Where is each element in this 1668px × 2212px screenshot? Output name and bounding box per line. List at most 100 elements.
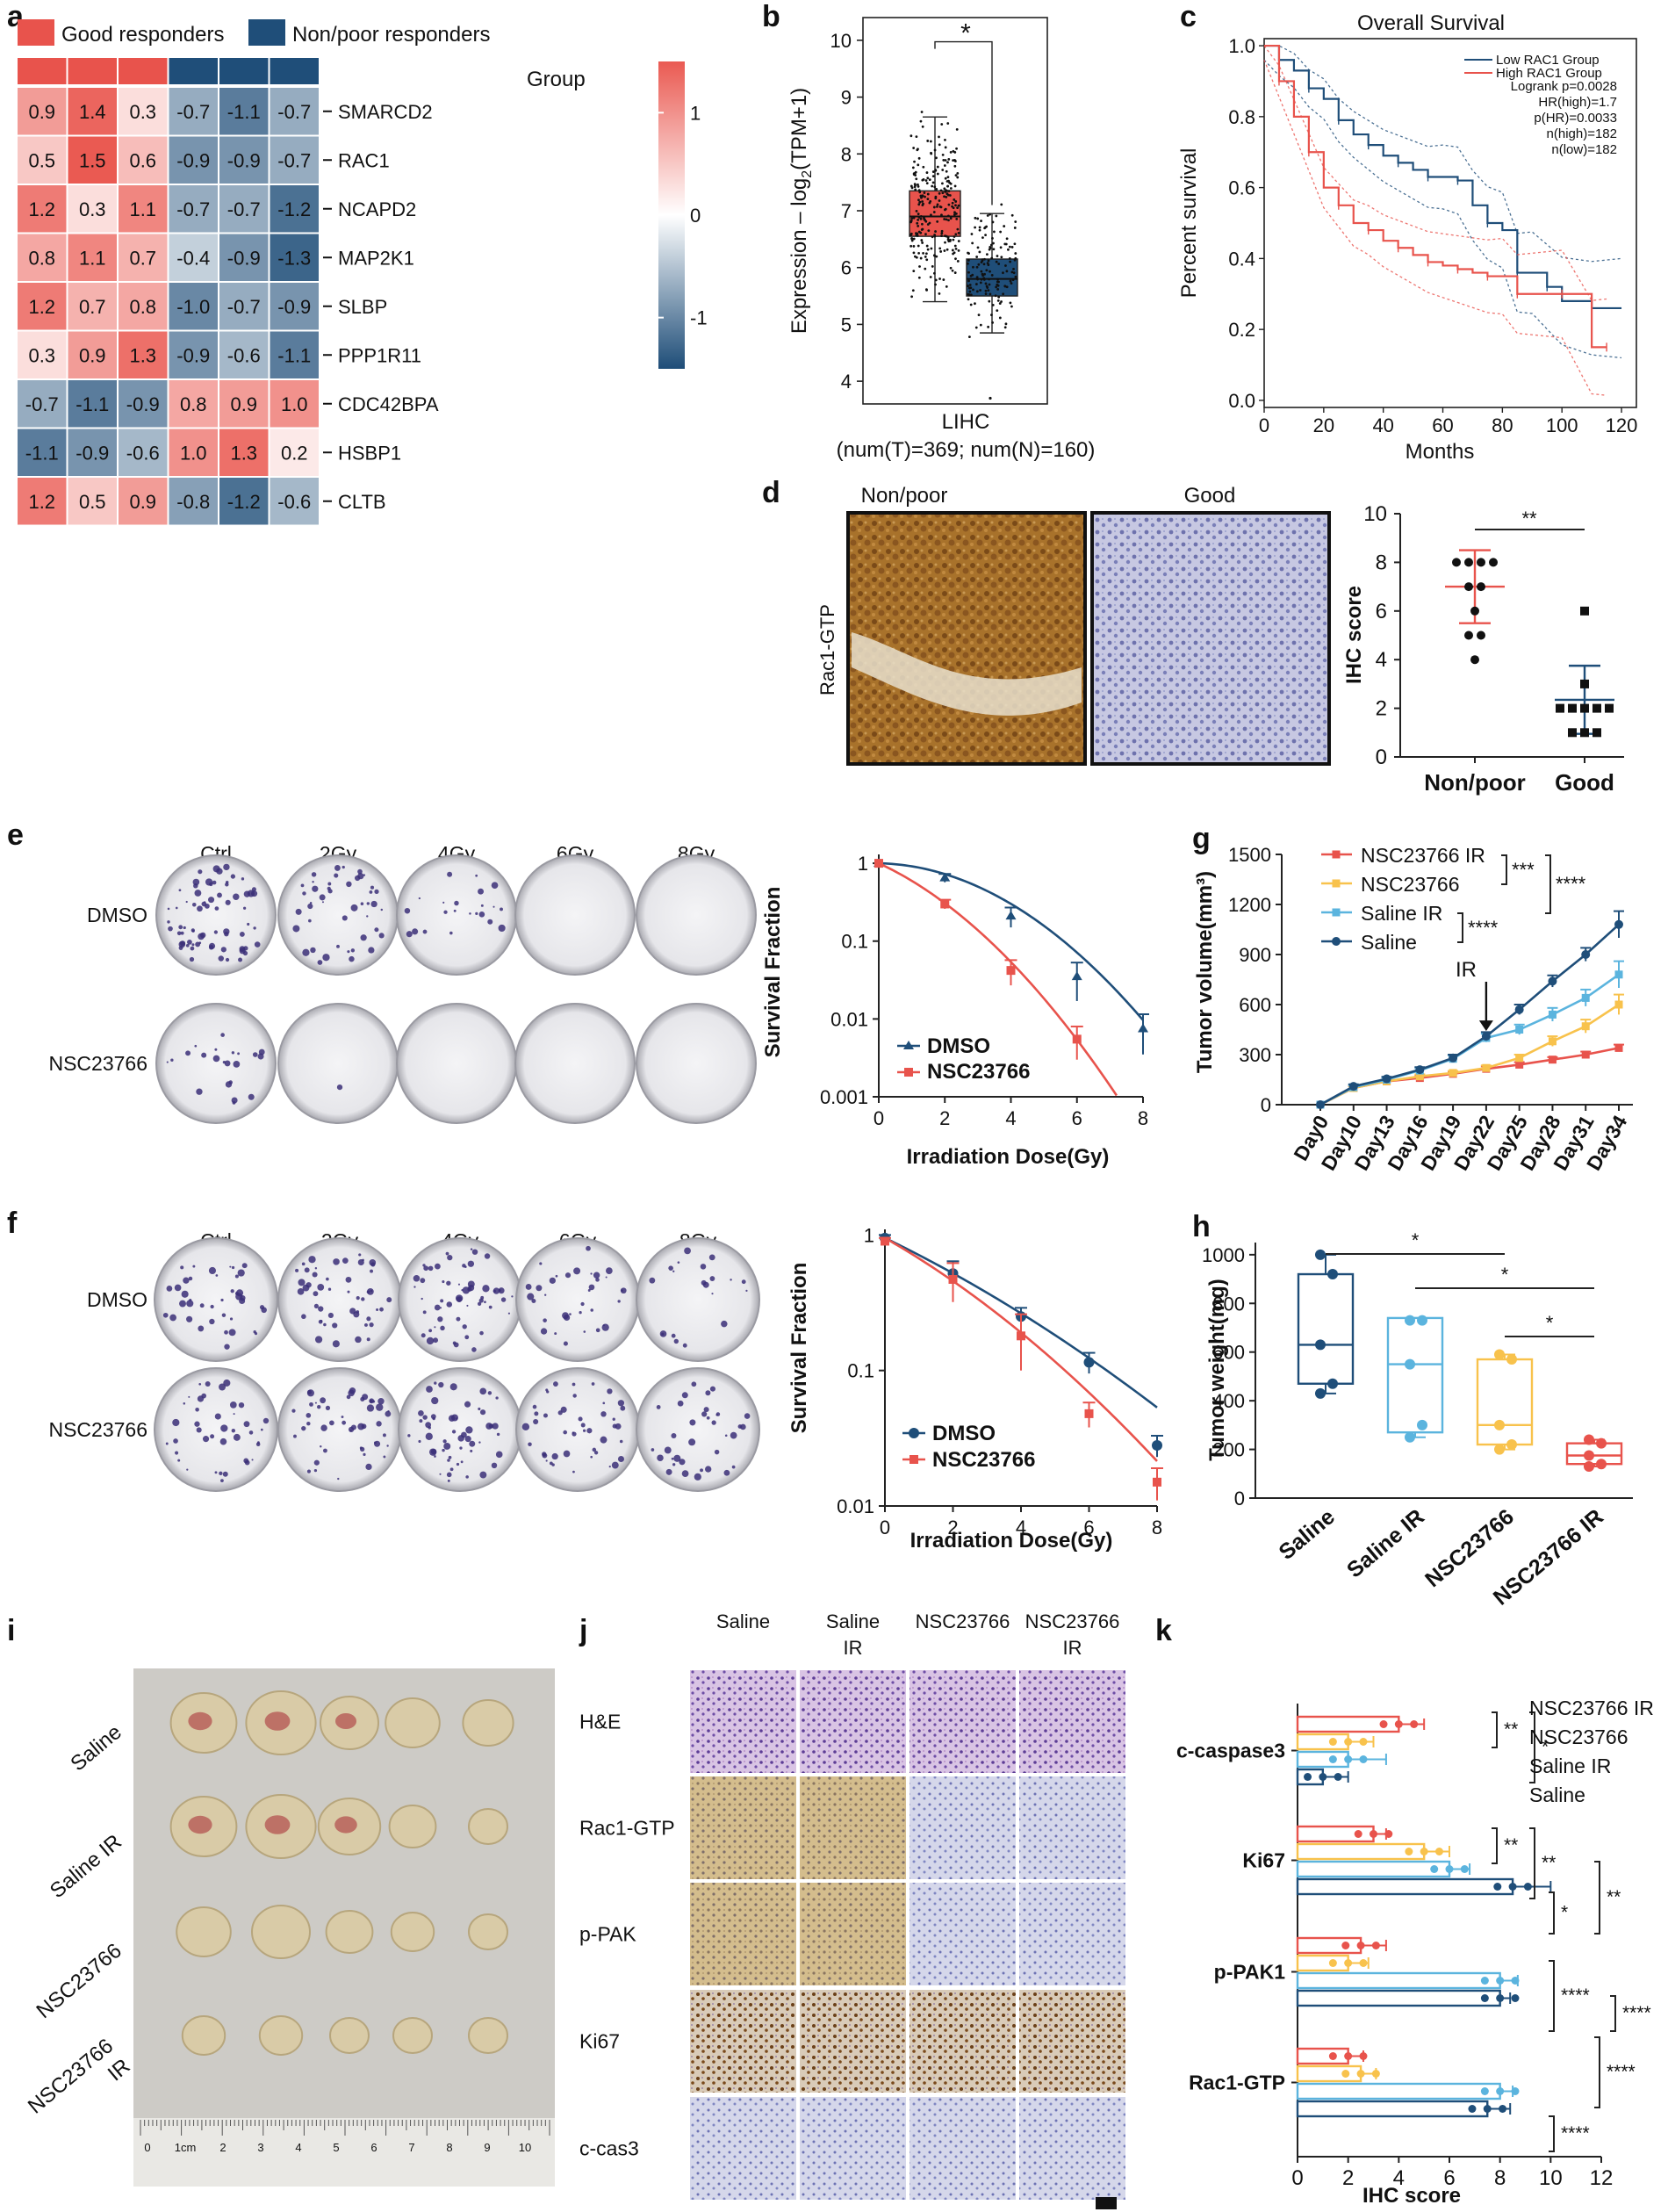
- stat-nhigh: n(high)=182: [1547, 126, 1617, 141]
- jitter-point: [995, 285, 998, 289]
- jitter-point: [912, 216, 916, 220]
- jitter-point: [967, 262, 969, 265]
- y-tick-label: 10: [1363, 502, 1387, 526]
- colony: [453, 909, 457, 912]
- colony: [329, 1420, 334, 1426]
- jitter-point: [922, 165, 925, 169]
- ihc-tile: [1019, 1990, 1125, 2093]
- jitter-point: [946, 161, 949, 164]
- colony: [442, 1448, 445, 1452]
- data-point: [1304, 1773, 1312, 1781]
- colony: [657, 1454, 664, 1461]
- significance-label: *: [1546, 1312, 1554, 1334]
- y-tick-label: 800: [1212, 1293, 1245, 1315]
- ihc-bar-chart: 0 2 4 6 8 10 12c-caspase3Ki67p-PAK1Rac1-GTP***…: [1176, 1704, 1651, 2190]
- colony: [175, 906, 178, 910]
- jitter-point: [917, 183, 919, 186]
- x-tick-label: 2: [939, 1107, 950, 1129]
- y-tick-label: 6: [1376, 600, 1387, 623]
- colony: [714, 1449, 720, 1455]
- jitter-point: [931, 175, 935, 178]
- x-tick-label: 120: [1606, 414, 1638, 436]
- colony: [649, 1277, 656, 1284]
- colony: [595, 1278, 600, 1282]
- heatmap-cell: [68, 185, 117, 233]
- colony: [700, 1468, 703, 1473]
- colony: [379, 1307, 384, 1312]
- heatmap-cell: [270, 429, 319, 476]
- data-point: [1415, 1065, 1425, 1075]
- colony: [210, 1304, 214, 1309]
- data-point: [1153, 1477, 1161, 1487]
- jitter-point: [917, 163, 920, 167]
- jitter-point: [926, 140, 930, 142]
- colony: [193, 883, 198, 889]
- jitter-point: [935, 188, 938, 191]
- colony: [317, 1284, 325, 1291]
- jitter-point: [978, 228, 981, 232]
- data-point: [1568, 728, 1577, 738]
- colony: [311, 872, 317, 877]
- colony: [555, 1274, 558, 1278]
- data-point: [1614, 919, 1623, 929]
- y-tick-label: 7: [841, 200, 852, 222]
- colony: [361, 1423, 367, 1430]
- significance-label: *: [1561, 1903, 1568, 1923]
- colony: [368, 947, 375, 954]
- gene-label: SLBP: [338, 296, 387, 318]
- data-point: [1496, 1994, 1505, 2002]
- colony: [434, 1455, 436, 1458]
- colony: [440, 1325, 445, 1331]
- colony: [308, 1256, 316, 1264]
- colony: [237, 1269, 245, 1277]
- colony: [582, 1429, 586, 1432]
- colony: [312, 881, 314, 883]
- data-point: [1382, 1074, 1391, 1084]
- jitter-point: [1003, 242, 1007, 246]
- heatmap-cell-value: -0.7: [25, 393, 59, 415]
- series-line-nsc23766-ir: [1319, 1047, 1620, 1106]
- colony: [434, 1326, 436, 1329]
- colony: [443, 1442, 451, 1450]
- ihc-tile: [690, 1776, 796, 1879]
- colony: [300, 883, 305, 888]
- jitter-point: [977, 263, 981, 266]
- colony: [327, 882, 332, 886]
- significance-label: ****: [1561, 1985, 1590, 2006]
- jitter-point: [915, 256, 918, 259]
- heatmap-cell: [219, 136, 269, 184]
- colony: [432, 1416, 435, 1421]
- heatmap-cell-value: 1.0: [180, 442, 207, 464]
- jitter-point: [919, 194, 923, 198]
- panel-label-d: d: [762, 476, 780, 509]
- survival-fraction-chart: Survival Fraction Irradiation Dose(Gy) D…: [761, 853, 1149, 1169]
- row-label: NSC23766: [32, 1939, 126, 2023]
- legend-low: Low RAC1 Group: [1496, 53, 1600, 68]
- jitter-point: [930, 247, 933, 250]
- colony: [251, 1459, 254, 1461]
- axis-ticks: 0 2 4 6 8 10 Non/poor Good: [1363, 502, 1614, 796]
- heatmap-cell-value: -0.7: [277, 149, 311, 171]
- jitter-point: [935, 156, 938, 160]
- jitter-point: [996, 280, 999, 284]
- colony: [162, 1312, 169, 1318]
- jitter-point: [921, 178, 924, 182]
- colony: [705, 1466, 712, 1473]
- data-point: [1614, 1043, 1623, 1052]
- ruler: [133, 2118, 555, 2187]
- jitter-point: [956, 176, 960, 179]
- colony: [418, 897, 421, 900]
- data-point: [1356, 2070, 1365, 2078]
- colony: [293, 1434, 297, 1438]
- colony: [233, 1060, 241, 1068]
- jitter-point: [924, 233, 927, 236]
- colony: [464, 1401, 471, 1408]
- heatmap-cell-value: -1.1: [277, 344, 311, 366]
- jitter-point: [979, 289, 981, 292]
- jitter-point: [939, 250, 943, 253]
- legend-marker: [1332, 937, 1341, 946]
- jitter-point: [923, 218, 926, 221]
- jitter-point: [990, 256, 994, 260]
- jitter-point: [953, 235, 956, 238]
- ihc-tile: [690, 1670, 796, 1773]
